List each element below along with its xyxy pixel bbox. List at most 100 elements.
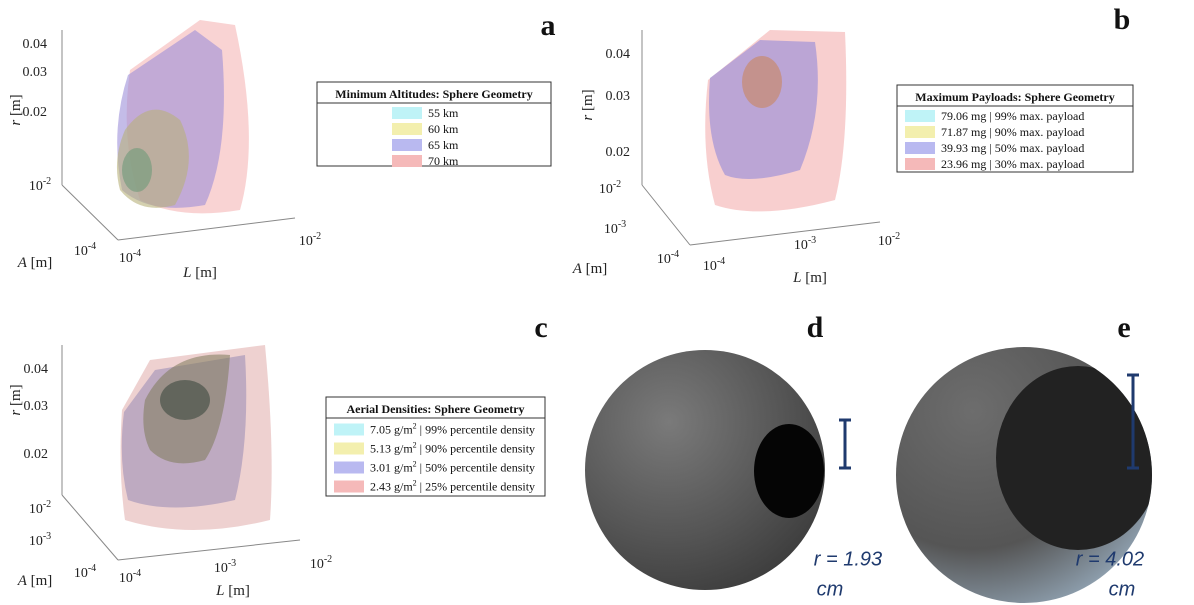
- surface: [742, 56, 782, 108]
- tick-base: 10: [29, 502, 43, 517]
- tick-exp: -4: [88, 241, 96, 252]
- tick-label: 10-3: [214, 558, 236, 576]
- legend-entry: 70 km: [428, 154, 459, 168]
- legend-text: 71.87 mg | 90% max. payload: [941, 125, 1084, 139]
- tick-base: 10: [29, 534, 43, 549]
- legend-swatch: [905, 110, 935, 122]
- axis-label: r [m]: [8, 384, 24, 415]
- axis-frame: [689, 221, 881, 246]
- tick-label: 0.02: [24, 447, 49, 462]
- axis-unit: [m]: [580, 89, 596, 114]
- tick-label: 0.03: [23, 65, 48, 80]
- tick-exp: -4: [717, 256, 725, 267]
- legend-sup: 2: [413, 422, 417, 431]
- surface: [122, 148, 152, 192]
- radius-label: r = 1.93: [814, 548, 882, 570]
- tick-exp: -3: [618, 219, 626, 230]
- axis-label: L [m]: [792, 270, 827, 286]
- tick-exp: -4: [88, 563, 96, 574]
- tick-base: 10: [599, 182, 613, 197]
- legend-text: 65 km: [428, 138, 459, 152]
- tick-exp: -3: [808, 235, 816, 246]
- axis-frame: [117, 539, 301, 561]
- tick-exp: -2: [613, 179, 621, 190]
- panel-label: a: [541, 9, 556, 42]
- tick-exp: -4: [133, 568, 141, 579]
- legend-text: 7.05 g/m: [370, 423, 413, 437]
- legend-box: [896, 84, 1134, 173]
- legend: Aerial Densities: Sphere Geometry 7.05 g/…: [325, 396, 546, 497]
- tick-base: 10: [299, 234, 313, 249]
- tick-exp: -3: [228, 558, 236, 569]
- legend-sup: 2: [413, 460, 417, 469]
- panel-label: b: [1114, 3, 1131, 36]
- tick-exp: -2: [43, 499, 51, 510]
- axis-symbol: L: [215, 583, 224, 599]
- tick-label: 10-3: [29, 531, 51, 549]
- axis-frame: [61, 184, 119, 241]
- axis-label: A [m]: [17, 573, 53, 589]
- legend-post: | 90% percentile density: [417, 442, 535, 456]
- tick-label: 10-4: [119, 248, 141, 266]
- legend-swatch: [334, 423, 364, 436]
- legend-sup: 2: [413, 479, 417, 488]
- tick-base: 10: [604, 222, 618, 237]
- axis-frame: [117, 217, 296, 241]
- legend-sup: 2: [413, 441, 417, 450]
- tick-exp: -2: [324, 554, 332, 565]
- tick-base: 10: [703, 259, 717, 274]
- surface-plot-b: [641, 30, 881, 246]
- axis-symbol: r: [8, 410, 24, 416]
- axis-unit: [m]: [191, 265, 216, 281]
- tick-label: 0.04: [23, 37, 48, 52]
- tick-label: 0.02: [23, 105, 48, 120]
- axis-label: A [m]: [17, 255, 53, 271]
- tick-label: 10-4: [703, 256, 725, 274]
- axis-unit: [m]: [801, 270, 826, 286]
- panel-label: d: [807, 311, 824, 344]
- axis-label: L [m]: [182, 265, 217, 281]
- tick-base: 10: [794, 238, 808, 253]
- legend-swatch: [392, 139, 422, 151]
- axis-unit: [m]: [8, 384, 24, 409]
- axis-label: r [m]: [580, 89, 596, 120]
- legend-entry: 55 km: [428, 106, 459, 120]
- legend-entry: 7.05 g/m2 | 99% percentile density: [370, 422, 535, 437]
- legend-entry: 39.93 mg | 50% max. payload: [941, 141, 1084, 155]
- tick-label: 10-2: [29, 176, 51, 194]
- tick-label: 0.02: [606, 145, 631, 160]
- legend: Minimum Altitudes: Sphere Geometry 55 km 6…: [316, 81, 552, 168]
- legend: Maximum Payloads: Sphere Geometry 79.06 m…: [896, 84, 1134, 173]
- surface-plot-c: [61, 345, 301, 561]
- legend-swatch: [392, 107, 422, 119]
- legend-text: 55 km: [428, 106, 459, 120]
- tick-base: 10: [119, 251, 133, 266]
- legend-swatch: [392, 123, 422, 135]
- tick-exp: -4: [671, 249, 679, 260]
- legend-swatch: [334, 442, 364, 455]
- axis-unit: [m]: [27, 573, 52, 589]
- legend-entry: 65 km: [428, 138, 459, 152]
- tick-base: 10: [74, 244, 88, 259]
- tick-exp: -4: [133, 248, 141, 259]
- tick-label: 10-4: [74, 563, 96, 581]
- legend-entry: 79.06 mg | 99% max. payload: [941, 109, 1084, 123]
- legend-entry: 2.43 g/m2 | 25% percentile density: [370, 479, 535, 494]
- legend-title: Minimum Altitudes: Sphere Geometry: [335, 87, 532, 101]
- tick-label: 10-2: [599, 179, 621, 197]
- panel: b0.040.030.02r [m]10-210-310-4A [m] 10-41…: [572, 3, 1134, 286]
- axis-symbol: A: [17, 255, 28, 271]
- legend-entry: 60 km: [428, 122, 459, 136]
- tick-label: 0.04: [24, 362, 49, 377]
- axis-symbol: A: [17, 573, 28, 589]
- tick-label: 10-4: [657, 249, 679, 267]
- panel: a0.040.030.02r [m]10-210-4A [m] 10-410-2L…: [8, 9, 556, 281]
- render-e: [896, 347, 1152, 603]
- tick-label: 10-2: [29, 499, 51, 517]
- legend-text: 39.93 mg | 50% max. payload: [941, 141, 1084, 155]
- tick-base: 10: [74, 566, 88, 581]
- panel: c0.040.030.02r [m]10-210-310-4A [m] 10-4 1…: [8, 311, 548, 599]
- radius-label: r = 4.02: [1076, 548, 1144, 570]
- legend-swatch: [334, 480, 364, 493]
- axis-unit: [m]: [224, 583, 249, 599]
